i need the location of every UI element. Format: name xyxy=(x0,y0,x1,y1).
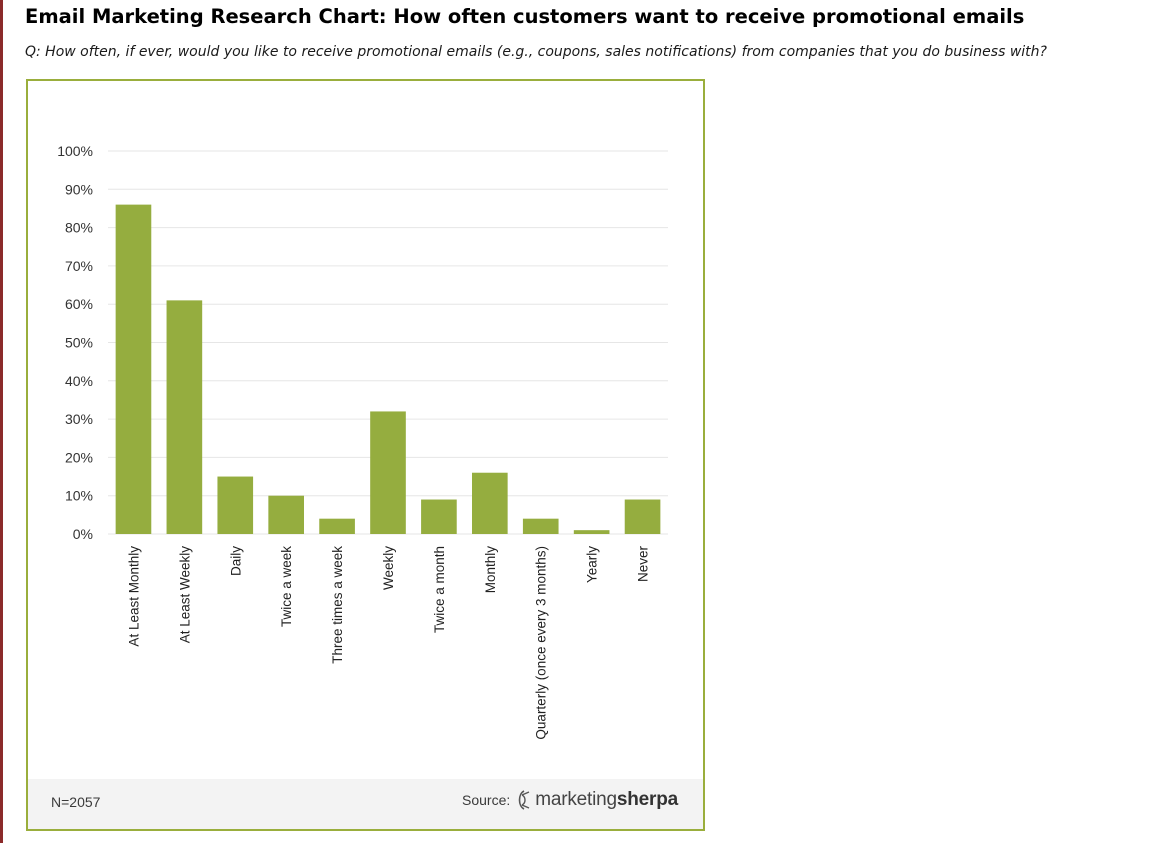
bar-chart: 0% 10% 20% 30% 40% 50% 60% 70% 80% 90% 100% At Lea… xyxy=(57,143,668,740)
bar xyxy=(268,495,304,534)
logo-text-marketing: marketing xyxy=(535,789,617,810)
bar xyxy=(166,300,203,534)
y-tick-label: 40% xyxy=(65,373,93,389)
x-category-label: Yearly xyxy=(585,546,600,583)
x-category-label: Quarterly (once every 3 months) xyxy=(534,546,549,740)
bar xyxy=(115,204,152,534)
y-tick-label: 100% xyxy=(57,143,93,159)
bar xyxy=(217,476,254,534)
logo-text-sherpa: sherpa xyxy=(616,789,678,810)
x-category-label: At Least Weekly xyxy=(177,546,192,644)
chart-frame: 0% 10% 20% 30% 40% 50% 60% 70% 80% 90% 100% At Lea… xyxy=(26,79,705,831)
bar xyxy=(624,499,661,534)
bar xyxy=(573,530,610,534)
x-category-label: Twice a week xyxy=(279,546,294,627)
x-axis-category-labels: At Least Monthly At Least Weekly Daily Twic… xyxy=(126,546,650,740)
y-tick-label: 30% xyxy=(65,411,93,427)
bar xyxy=(370,411,406,534)
x-category-label: Never xyxy=(636,546,651,583)
y-tick-label: 60% xyxy=(65,296,93,312)
y-tick-label: 0% xyxy=(73,526,93,542)
x-category-label: Monthly xyxy=(483,546,498,594)
bar xyxy=(319,518,355,534)
x-category-label: Twice a month xyxy=(432,546,447,633)
y-tick-label: 70% xyxy=(65,258,93,274)
y-tick-label: 20% xyxy=(65,449,93,465)
x-category-label: Daily xyxy=(228,546,243,576)
left-accent-rule xyxy=(0,0,3,843)
bar xyxy=(522,518,559,534)
sample-size-label: N=2057 xyxy=(51,794,101,810)
bar xyxy=(421,499,457,534)
x-category-label: At Least Monthly xyxy=(126,546,141,647)
chart-footer: N=2057 Source: marketing sherpa xyxy=(28,779,703,829)
survey-question: Q: How often, if ever, would you like to… xyxy=(25,44,1047,60)
page-title: Email Marketing Research Chart: How ofte… xyxy=(25,5,1025,28)
bar xyxy=(472,472,508,534)
marketingsherpa-logo-icon xyxy=(516,789,534,811)
y-tick-label: 10% xyxy=(65,488,93,504)
bars xyxy=(115,204,661,534)
source-attribution: Source: marketing sherpa xyxy=(462,789,678,811)
y-tick-label: 50% xyxy=(65,335,93,351)
y-tick-label: 80% xyxy=(65,220,93,236)
source-label: Source: xyxy=(462,792,511,808)
y-axis-ticks: 0% 10% 20% 30% 40% 50% 60% 70% 80% 90% 100% xyxy=(57,143,93,542)
x-category-label: Three times a week xyxy=(330,546,345,664)
y-tick-label: 90% xyxy=(65,181,93,197)
x-category-label: Weekly xyxy=(381,546,396,590)
